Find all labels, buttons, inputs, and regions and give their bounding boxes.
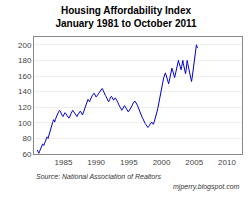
svg-text:2000: 2000 [153, 158, 171, 167]
svg-text:Housing Affordability IndexJan: Housing Affordability IndexJanuary 1981 … [55, 5, 197, 29]
svg-text:100: 100 [18, 119, 32, 128]
svg-text:1995: 1995 [120, 158, 138, 167]
svg-text:80: 80 [22, 134, 31, 143]
svg-text:200: 200 [18, 41, 32, 50]
svg-text:180: 180 [18, 56, 32, 65]
svg-text:2010: 2010 [218, 158, 236, 167]
svg-text:mjperry.blogspot.com: mjperry.blogspot.com [173, 183, 240, 191]
svg-text:120: 120 [18, 103, 32, 112]
svg-text:2005: 2005 [185, 158, 203, 167]
svg-text:1985: 1985 [55, 158, 73, 167]
svg-text:160: 160 [18, 72, 32, 81]
svg-text:1990: 1990 [87, 158, 105, 167]
svg-text:60: 60 [22, 150, 31, 159]
svg-text:Source: National Association o: Source: National Association of Realtors [36, 173, 162, 180]
svg-text:140: 140 [18, 87, 32, 96]
